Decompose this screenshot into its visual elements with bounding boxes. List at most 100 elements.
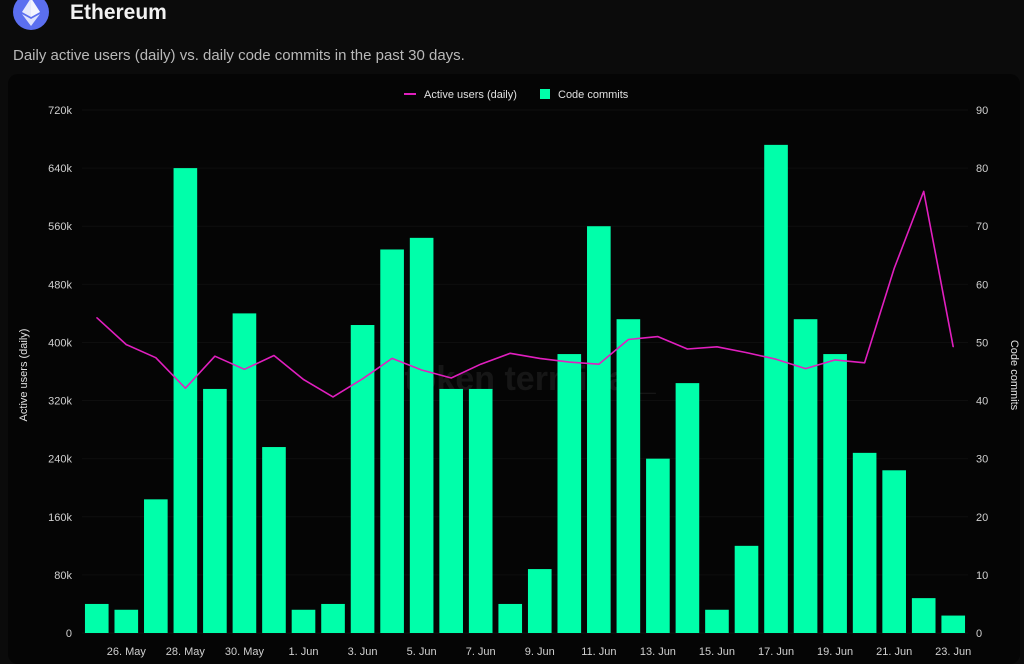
y-tick-label-left: 640k: [48, 163, 72, 175]
y-tick-label-right: 90: [976, 105, 988, 117]
bar-code-commits: [587, 226, 611, 633]
bars-layer: [84, 144, 966, 633]
legend-label-code-commits: Code commits: [558, 89, 629, 101]
point-active-users: [243, 368, 246, 370]
bar-code-commits: [527, 569, 552, 633]
x-tick-label: 9. Jun: [525, 646, 555, 658]
point-active-users: [598, 363, 600, 365]
bar-code-commits: [144, 499, 168, 633]
point-active-users: [421, 369, 423, 371]
point-active-users: [125, 344, 127, 346]
y-axis-right-label: Code commits: [1008, 340, 1020, 411]
bar-code-commits: [852, 452, 877, 633]
x-tick-label: 26. May: [107, 646, 147, 658]
legend-bar-swatch: [540, 89, 550, 99]
y-tick-label-right: 0: [976, 628, 982, 640]
bar-code-commits: [675, 383, 700, 633]
bar-code-commits: [911, 598, 936, 633]
point-active-users: [893, 267, 895, 269]
y-tick-label-left: 80k: [54, 570, 72, 582]
y-tick-label-left: 720k: [48, 105, 72, 117]
bar-code-commits: [409, 237, 434, 633]
y-axis-left-label: Active users (daily): [18, 329, 30, 422]
point-active-users: [686, 348, 689, 350]
point-active-users: [568, 361, 570, 363]
bar-code-commits: [793, 319, 818, 633]
point-active-users: [509, 352, 511, 354]
y-tick-label-right: 20: [976, 512, 988, 524]
chart-subtitle: Daily active users (daily) vs. daily cod…: [13, 47, 465, 64]
bar-code-commits: [557, 354, 582, 633]
point-active-users: [332, 396, 334, 398]
bar-code-commits: [173, 168, 198, 633]
bar-code-commits: [616, 319, 641, 633]
y-tick-label-right: 60: [976, 279, 988, 291]
point-active-users: [627, 338, 629, 341]
point-active-users: [923, 190, 925, 192]
y-tick-label-left: 160k: [48, 512, 72, 524]
y-tick-label-left: 480k: [48, 279, 72, 291]
ethereum-logo: [13, 0, 49, 30]
bar-code-commits: [321, 603, 345, 633]
bar-code-commits: [380, 249, 404, 633]
bar-code-commits: [764, 144, 788, 633]
x-tick-label: 7. Jun: [466, 646, 496, 658]
point-active-users: [539, 357, 541, 360]
x-tick-label: 3. Jun: [348, 646, 378, 658]
y-tick-label-right: 80: [976, 163, 988, 175]
x-tick-label: 11. Jun: [581, 646, 616, 658]
point-active-users: [657, 336, 659, 338]
x-tick-label: 15. Jun: [699, 646, 735, 658]
y-tick-label-right: 40: [976, 396, 988, 408]
x-tick-label: 23. Jun: [935, 646, 971, 658]
x-tick-label: 19. Jun: [817, 646, 853, 658]
y-tick-label-left: 320k: [48, 396, 72, 408]
y-tick-label-left: 560k: [48, 221, 72, 233]
ticks-layer: 0 0 80k 10 160k 20 240k 30 320k 40 400k 50 480k 60 560…: [48, 105, 988, 658]
bar-code-commits: [468, 388, 493, 633]
x-tick-label: 13. Jun: [640, 646, 676, 658]
bar-code-commits: [734, 545, 759, 633]
y-tick-label-right: 50: [976, 337, 988, 349]
bar-code-commits: [350, 325, 375, 633]
bar-code-commits: [646, 458, 670, 633]
bar-code-commits: [941, 615, 966, 633]
y-tick-label-left: 0: [66, 628, 72, 640]
x-tick-label: 28. May: [166, 646, 206, 658]
point-active-users: [804, 367, 807, 370]
y-tick-label-right: 30: [976, 454, 988, 466]
point-active-users: [96, 317, 98, 319]
bar-code-commits: [232, 313, 257, 633]
bar-code-commits: [262, 447, 286, 633]
bar-code-commits: [439, 388, 463, 633]
point-active-users: [864, 362, 866, 364]
ethereum-diamond-icon: [22, 0, 40, 26]
x-tick-label: 21. Jun: [876, 646, 912, 658]
line-layer: [96, 190, 954, 398]
point-active-users: [273, 354, 275, 357]
x-tick-label: 1. Jun: [289, 646, 319, 658]
line-active-users: [96, 190, 954, 398]
point-active-users: [745, 352, 748, 354]
y-tick-label-right: 10: [976, 570, 988, 582]
legend-label-active-users: Active users (daily): [424, 89, 517, 101]
point-active-users: [302, 378, 305, 381]
point-active-users: [834, 359, 836, 361]
bar-code-commits: [114, 609, 139, 633]
bar-code-commits: [203, 388, 227, 633]
point-active-users: [184, 387, 186, 389]
legend: Active users (daily) Code commits: [404, 89, 629, 101]
bar-code-commits: [882, 470, 906, 633]
bar-code-commits: [823, 354, 847, 633]
bar-code-commits: [84, 603, 109, 633]
y-tick-label-right: 70: [976, 221, 988, 233]
page-title: Ethereum: [70, 1, 167, 24]
point-active-users: [155, 357, 157, 359]
point-active-users: [716, 346, 718, 348]
point-active-users: [361, 378, 364, 380]
point-active-users: [391, 357, 393, 360]
bar-code-commits: [291, 609, 316, 633]
grid-layer: [82, 109, 968, 634]
x-tick-label: 5. Jun: [407, 646, 437, 658]
